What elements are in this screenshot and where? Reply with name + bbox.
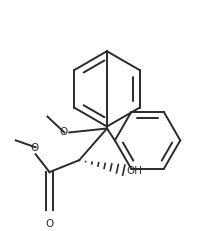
Text: O: O	[45, 218, 53, 228]
Text: O: O	[59, 127, 67, 137]
Text: OH: OH	[126, 165, 142, 175]
Text: O: O	[30, 143, 39, 153]
